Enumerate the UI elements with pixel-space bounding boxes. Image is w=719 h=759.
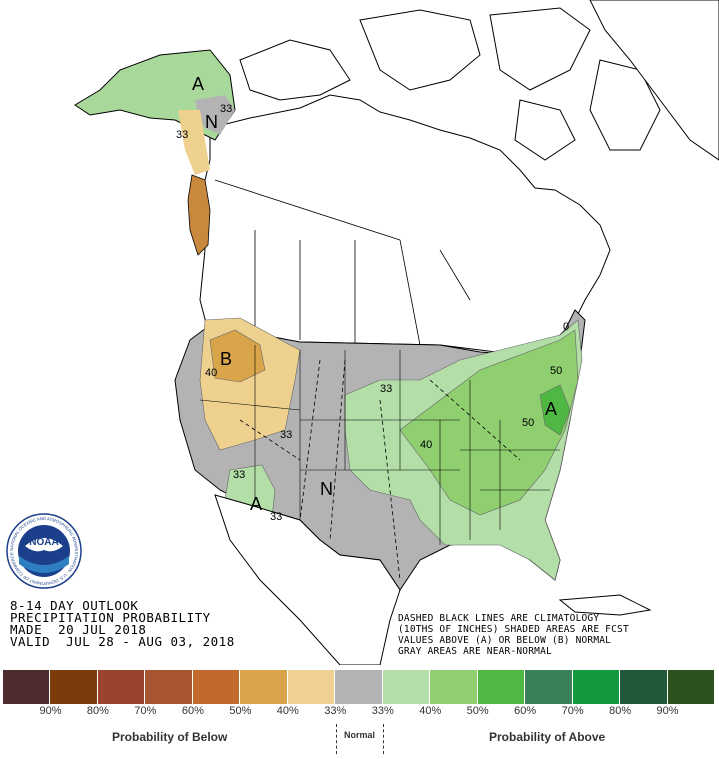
northwest-below-40 [209, 329, 266, 383]
legend-tick-label: 40% [276, 705, 299, 717]
legend-tick-label: 60% [514, 705, 537, 717]
legend-swatch [3, 670, 51, 704]
legend-tick-label: 80% [86, 705, 109, 717]
legend-swatch [382, 670, 431, 704]
map-label-plains-n: N [320, 479, 333, 499]
legend-tick-label: 33% [371, 705, 394, 717]
legend-tick: 50% [430, 705, 489, 721]
legend-tick-label: 33% [324, 705, 347, 717]
legend-tick-label: 90% [656, 705, 679, 717]
legend-above-caption: Probability of Above [489, 730, 606, 744]
legend-tick: 70% [98, 705, 156, 721]
legend-swatch [50, 670, 98, 704]
alaska-gray-area [195, 95, 235, 135]
legend-tick: 80% [573, 705, 631, 721]
map-label-sw-a: A [250, 494, 262, 514]
state-lines [199, 345, 560, 545]
legend-swatch [430, 670, 478, 704]
cuba [558, 594, 652, 616]
legend-tick: 60% [478, 705, 536, 721]
legend-tick-label: 60% [181, 705, 204, 717]
legend-tick-label: 80% [609, 705, 632, 717]
alaska-tan-area [178, 110, 210, 175]
note-line-2: (10THS OF INCHES) SHADED AREAS ARE FCST [398, 624, 629, 635]
map-notes: DASHED BLACK LINES ARE CLIMATOLOGY (10THS… [398, 613, 629, 657]
note-line-1: DASHED BLACK LINES ARE CLIMATOLOGY [398, 613, 600, 624]
title-line-1: 8-14 DAY OUTLOOK [10, 598, 139, 613]
legend-below-caption: Probability of Below [112, 730, 228, 744]
legend-swatch [97, 670, 146, 704]
legend-tick-label: 70% [561, 705, 584, 717]
legend-tick: 60% [145, 705, 204, 721]
legend-tick: 50% [193, 705, 251, 721]
normal-separator-left [336, 724, 337, 754]
legend-swatch [572, 670, 621, 704]
title-line-2: PRECIPITATION PROBABILITY [10, 610, 211, 625]
legend-tick: 70% [525, 705, 584, 721]
map-label-midwest-40: 40 [420, 439, 432, 451]
legend-ticks: 90% 80% 70% 60% 50% 40% 33% 33% 40% 50% 60% 70% 80% 9… [3, 705, 715, 721]
pacific-nw-coast-brown [187, 174, 211, 256]
legend-tick-label: 50% [229, 705, 252, 717]
greenland [589, 0, 719, 161]
legend-swatch [192, 670, 241, 704]
legend-tick: 80% [50, 705, 109, 721]
map-label-sw-33b: 33 [270, 511, 282, 523]
map-label-nw-b: B [220, 349, 232, 369]
legend-swatch [287, 670, 336, 704]
precipitation-outlook-map: A N 33 33 B 40 33 A 33 33 N 33 40 50 50 … [74, 0, 719, 665]
mid-atlantic-above-60 [539, 384, 571, 436]
map-label-east-50a: 50 [550, 365, 562, 377]
legend-swatch [335, 670, 383, 704]
map-label-sw-33a: 33 [233, 469, 245, 481]
legend-swatch [667, 670, 716, 704]
outlook-title-block: 8-14 DAY OUTLOOK PRECIPITATION PROBABILIT… [10, 598, 235, 649]
legend-normal-caption: Normal [344, 730, 376, 740]
noaa-logo: NOAA NATIONAL OCEANIC AND ATMOSPHERIC AD… [6, 513, 82, 589]
legend-swatch [240, 670, 288, 704]
map-label-nw-33: 33 [280, 429, 292, 441]
map-label-nw-40: 40 [205, 367, 217, 379]
note-line-4: GRAY AREAS ARE NEAR-NORMAL [398, 646, 552, 657]
legend-tick: 40% [240, 705, 299, 721]
legend-tick: 90% [3, 705, 61, 721]
map-label-east-a: A [545, 399, 557, 419]
normal-separator-right [383, 724, 384, 754]
legend-tick-label: 90% [39, 705, 62, 717]
map-label-east-50b: 50 [522, 417, 534, 429]
climatology-lines [239, 359, 521, 581]
legend-tick: 90% [620, 705, 679, 721]
legend-swatch [145, 670, 193, 704]
map-label-ne-0: 0 [563, 321, 569, 333]
probability-legend [3, 670, 716, 704]
map-label-midwest-33: 33 [380, 383, 392, 395]
map-label-alaska-a: A [192, 74, 204, 94]
legend-tick-label: 50% [466, 705, 489, 717]
province-lines [214, 179, 471, 346]
arctic-islands [239, 7, 661, 161]
map-label-alaska-n: N [205, 112, 218, 132]
legend-tick: 33% [288, 705, 346, 721]
noaa-logo-text: NOAA [29, 537, 58, 548]
legend-swatch [620, 670, 668, 704]
map-label-alaska-33a: 33 [220, 103, 232, 115]
legend-tick: 33% [335, 705, 394, 721]
mexico [214, 494, 401, 665]
legend-tick [668, 705, 715, 721]
title-line-valid: VALID JUL 28 - AUG 03, 2018 [10, 634, 235, 649]
note-line-3: VALUES ABOVE (A) OR BELOW (B) NORMAL [398, 635, 612, 646]
east-above-50 [399, 329, 579, 516]
map-label-alaska-33b: 33 [176, 129, 188, 141]
legend-swatch [525, 670, 573, 704]
title-line-made: MADE 20 JUL 2018 [10, 622, 147, 637]
legend-swatch [477, 670, 526, 704]
legend-tick: 40% [383, 705, 441, 721]
legend-tick-label: 40% [419, 705, 442, 717]
legend-tick-label: 70% [134, 705, 157, 717]
